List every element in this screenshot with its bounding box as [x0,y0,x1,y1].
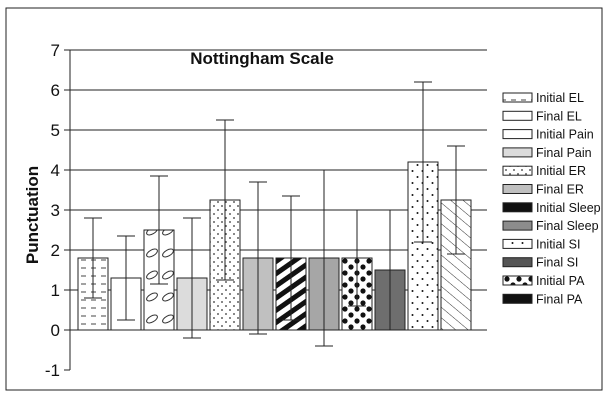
legend-swatch [502,92,533,103]
legend-label: Initial PA [536,274,585,288]
y-tick-label: -1 [45,361,60,380]
y-tick-label: 5 [51,121,60,140]
y-tick-label: 1 [51,281,60,300]
legend-label: Final ER [536,183,584,197]
legend-label: Final PA [536,292,583,306]
chart-title: Nottingham Scale [190,49,334,68]
y-tick-label: 2 [51,241,60,260]
legend-label: Initial ER [536,164,586,178]
legend-swatch [502,110,533,121]
y-tick-label: 6 [51,81,60,100]
y-tick-label: 4 [51,161,60,180]
legend-swatch [502,184,533,194]
legend-label: Initial Pain [536,128,594,142]
legend-swatch [502,129,533,140]
legend-swatch [502,293,533,304]
legend-label: Initial Sleep [536,201,601,215]
legend-swatch [502,202,533,213]
legend-swatch [502,257,533,268]
legend-label: Final EL [536,109,582,123]
legend-label: Initial EL [536,91,584,105]
legend-swatch [502,238,533,249]
y-tick-label: 3 [51,201,60,220]
legend-label: Initial SI [536,237,580,251]
y-tick-label: 0 [51,321,60,340]
legend-label: Final SI [536,256,578,270]
legend-swatch [502,275,533,286]
y-tick-label: 7 [51,41,60,60]
legend-label: Final Sleep [536,219,599,233]
legend-swatch [502,165,533,176]
legend-swatch [502,147,533,158]
legend-label: Final Pain [536,146,592,160]
y-axis-label: Punctuation [23,166,42,264]
legend-swatch [502,220,533,231]
